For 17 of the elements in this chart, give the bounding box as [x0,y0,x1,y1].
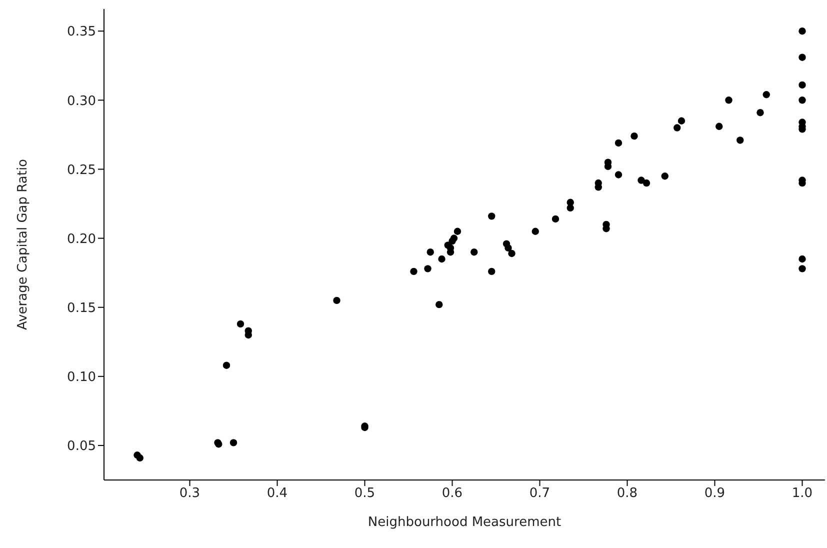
x-tick-label: 0.5 [354,486,376,502]
x-axis-title: Neighbourhood Measurement [368,515,562,530]
y-tick-label: 0.05 [67,439,96,454]
x-tick-label: 0.6 [442,486,463,502]
y-tick-label: 0.25 [67,162,96,178]
x-tick-label: 0.8 [616,486,638,502]
x-tick-label: 0.3 [179,486,200,502]
y-tick-label: 0.20 [67,232,96,247]
x-tick-label: 0.7 [529,486,550,502]
y-tick-label: 0.10 [67,370,96,386]
x-tick-label: 0.9 [704,486,726,502]
y-tick-label: 0.15 [67,300,96,316]
x-tick-label: 0.4 [266,486,288,502]
y-tick-label: 0.30 [67,94,96,109]
y-axis-title: Average Capital Gap Ratio [16,158,31,330]
x-tick-label: 1.0 [792,486,813,502]
y-tick-label: 0.35 [67,24,96,40]
